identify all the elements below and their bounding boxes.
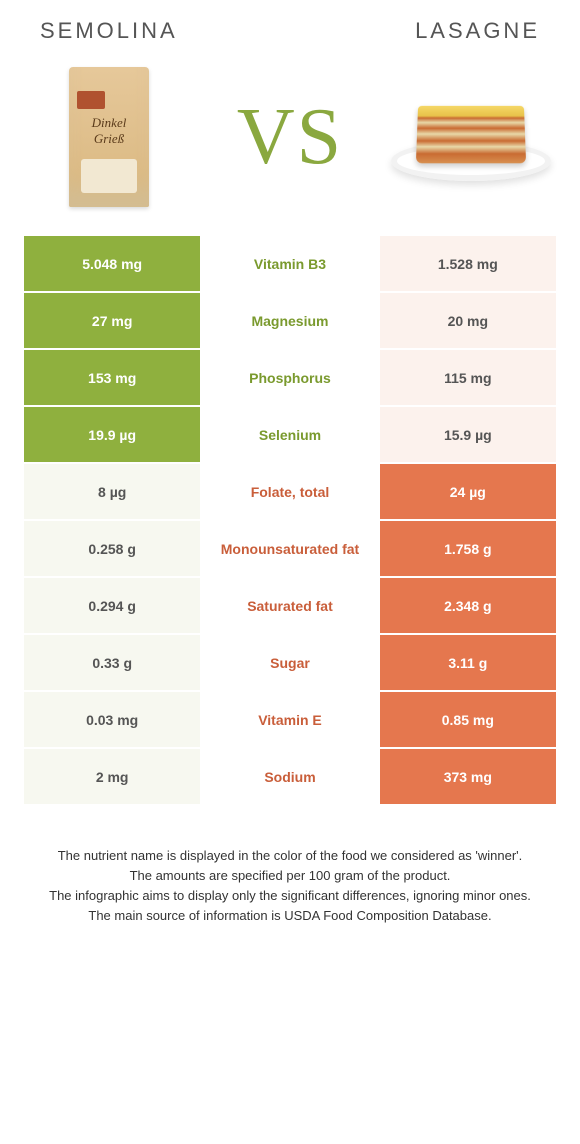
right-food-title: LASAGNE — [415, 18, 540, 44]
table-row: 19.9 µgSelenium15.9 µg — [24, 407, 556, 462]
nutrient-label-cell: Sodium — [202, 749, 377, 804]
table-row: 5.048 mgVitamin B31.528 mg — [24, 236, 556, 291]
nutrient-label-cell: Selenium — [202, 407, 377, 462]
nutrient-label-cell: Magnesium — [202, 293, 377, 348]
nutrient-label-cell: Phosphorus — [202, 350, 377, 405]
left-value-cell: 153 mg — [24, 350, 200, 405]
footer-line: The main source of information is USDA F… — [26, 906, 554, 926]
footer-notes: The nutrient name is displayed in the co… — [0, 806, 580, 927]
footer-line: The infographic aims to display only the… — [26, 886, 554, 906]
right-value-cell: 0.85 mg — [380, 692, 556, 747]
table-row: 0.294 gSaturated fat2.348 g — [24, 578, 556, 633]
comparison-tbody: 5.048 mgVitamin B31.528 mg27 mgMagnesium… — [24, 236, 556, 804]
table-row: 8 µgFolate, total24 µg — [24, 464, 556, 519]
footer-line: The amounts are specified per 100 gram o… — [26, 866, 554, 886]
header: SEMOLINA LASAGNE — [0, 0, 580, 44]
right-value-cell: 373 mg — [380, 749, 556, 804]
vs-label: VS — [237, 92, 343, 183]
nutrient-label-cell: Saturated fat — [202, 578, 377, 633]
nutrient-label-cell: Monounsaturated fat — [202, 521, 377, 576]
right-value-cell: 1.758 g — [380, 521, 556, 576]
right-value-cell: 1.528 mg — [380, 236, 556, 291]
right-value-cell: 115 mg — [380, 350, 556, 405]
lasagne-image — [386, 67, 556, 207]
images-row: VS — [0, 44, 580, 234]
right-value-cell: 20 mg — [380, 293, 556, 348]
nutrient-label-cell: Vitamin B3 — [202, 236, 377, 291]
left-food-title: SEMOLINA — [40, 18, 178, 44]
left-value-cell: 19.9 µg — [24, 407, 200, 462]
left-value-cell: 5.048 mg — [24, 236, 200, 291]
left-value-cell: 0.258 g — [24, 521, 200, 576]
left-value-cell: 0.294 g — [24, 578, 200, 633]
left-value-cell: 8 µg — [24, 464, 200, 519]
semolina-image — [24, 67, 194, 207]
right-value-cell: 3.11 g — [380, 635, 556, 690]
table-row: 27 mgMagnesium20 mg — [24, 293, 556, 348]
table-row: 0.258 gMonounsaturated fat1.758 g — [24, 521, 556, 576]
right-value-cell: 2.348 g — [380, 578, 556, 633]
table-row: 0.03 mgVitamin E0.85 mg — [24, 692, 556, 747]
nutrient-label-cell: Sugar — [202, 635, 377, 690]
left-value-cell: 27 mg — [24, 293, 200, 348]
nutrient-label-cell: Vitamin E — [202, 692, 377, 747]
table-row: 2 mgSodium373 mg — [24, 749, 556, 804]
comparison-table: 5.048 mgVitamin B31.528 mg27 mgMagnesium… — [22, 234, 558, 806]
table-row: 153 mgPhosphorus115 mg — [24, 350, 556, 405]
table-row: 0.33 gSugar3.11 g — [24, 635, 556, 690]
right-value-cell: 15.9 µg — [380, 407, 556, 462]
left-value-cell: 0.03 mg — [24, 692, 200, 747]
footer-line: The nutrient name is displayed in the co… — [26, 846, 554, 866]
left-value-cell: 0.33 g — [24, 635, 200, 690]
right-value-cell: 24 µg — [380, 464, 556, 519]
left-value-cell: 2 mg — [24, 749, 200, 804]
nutrient-label-cell: Folate, total — [202, 464, 377, 519]
